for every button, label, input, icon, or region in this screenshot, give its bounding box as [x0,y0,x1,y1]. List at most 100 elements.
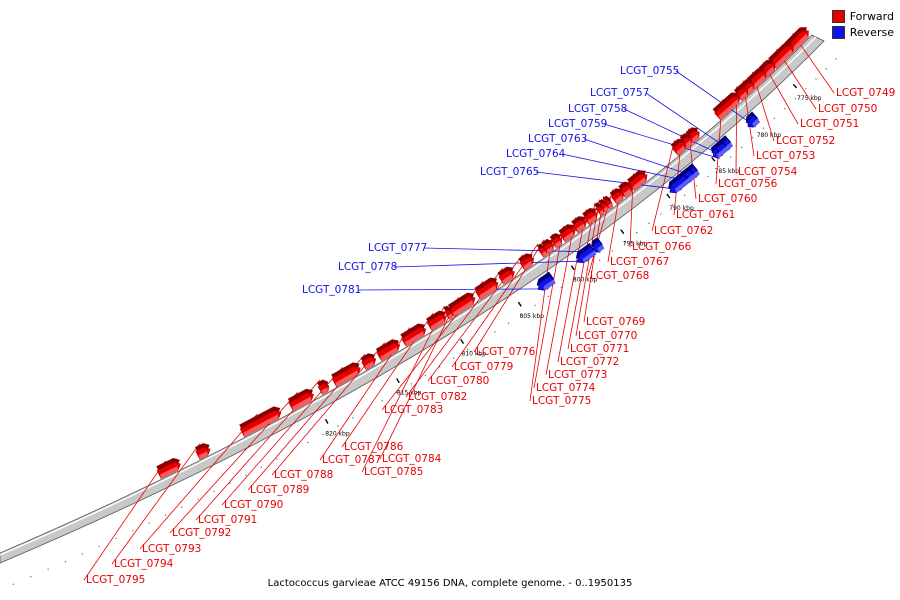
gene-label-lcgt_0759[interactable]: LCGT_0759 [548,118,607,130]
gene-feature-lcgt_0770[interactable] [598,199,609,213]
gene-feature-lcgt_0771[interactable] [594,202,605,217]
gene-label-lcgt_0780[interactable]: LCGT_0780 [430,375,489,387]
gene-feature-lcgt_0766[interactable] [627,170,648,191]
gene-label-lcgt_0785[interactable]: LCGT_0785 [364,466,423,478]
gene-feature-lcgt_0777[interactable] [592,237,605,253]
gene-feature-lcgt_0760[interactable] [685,127,700,144]
leader-line [645,92,730,151]
gene-label-lcgt_0776[interactable]: LCGT_0776 [476,346,536,358]
gene-label-lcgt_0757[interactable]: LCGT_0757 [590,87,649,99]
gene-label-lcgt_0766[interactable]: LCGT_0766 [632,241,692,253]
scale-dot [762,127,765,129]
gene-feature-lcgt_0765[interactable] [668,171,691,194]
gene-top-face [502,274,513,285]
gene-label-lcgt_0792[interactable]: LCGT_0792 [172,527,231,539]
gene-label-lcgt_0794[interactable]: LCGT_0794 [114,558,174,570]
gene-label-lcgt_0751[interactable]: LCGT_0751 [800,118,859,130]
gene-label-lcgt_0788[interactable]: LCGT_0788 [274,469,333,481]
gene-label-lcgt_0781[interactable]: LCGT_0781 [302,284,361,296]
gene-label-lcgt_0755[interactable]: LCGT_0755 [620,65,679,77]
gene-label-lcgt_0784[interactable]: LCGT_0784 [382,453,442,465]
gene-label-lcgt_0787[interactable]: LCGT_0787 [322,454,381,466]
gene-feature-lcgt_0790[interactable] [331,362,361,388]
gene-label-lcgt_0765[interactable]: LCGT_0765 [480,166,539,178]
gene-feature-lcgt_0784[interactable] [447,292,476,317]
gene-feature-lcgt_0775[interactable] [549,233,563,249]
legend: Forward Reverse [831,8,894,40]
gene-top-face [452,300,474,317]
gene-arrow [559,227,576,243]
gene-label-lcgt_0760[interactable]: LCGT_0760 [698,193,757,205]
gene-feature-lcgt_0769[interactable] [602,195,614,210]
gene-feature-lcgt_0788[interactable] [375,339,401,362]
gene-label-lcgt_0750[interactable]: LCGT_0750 [818,103,877,115]
gene-label-lcgt_0768[interactable]: LCGT_0768 [590,270,649,282]
gene-feature-lcgt_0793[interactable] [239,406,282,438]
gene-label-lcgt_0791[interactable]: LCGT_0791 [198,514,257,526]
gene-label-lcgt_0758[interactable]: LCGT_0758 [568,103,627,115]
gene-label-lcgt_0753[interactable]: LCGT_0753 [756,150,815,162]
leader-line [575,199,600,337]
gene-feature-lcgt_0756[interactable] [712,92,741,121]
gene-feature-lcgt_0787[interactable] [400,323,427,347]
gene-feature-lcgt_0780[interactable] [518,253,535,271]
gene-label-lcgt_0761[interactable]: LCGT_0761 [676,209,735,221]
gene-label-lcgt_0790[interactable]: LCGT_0790 [224,499,283,511]
gene-feature-lcgt_0785[interactable] [443,305,453,320]
gene-feature-lcgt_0774[interactable] [558,224,576,243]
gene-feature-lcgt_0778[interactable] [575,242,597,264]
gene-feature-lcgt_0755[interactable] [746,111,761,128]
gene-feature-lcgt_0792[interactable] [287,388,315,412]
gene-label-lcgt_0786[interactable]: LCGT_0786 [344,441,404,453]
gene-top-face [693,170,700,178]
gene-label-lcgt_0779[interactable]: LCGT_0779 [454,361,513,373]
gene-feature-lcgt_0781[interactable] [536,271,556,291]
gene-label-lcgt_0763[interactable]: LCGT_0763 [528,133,587,145]
gene-feature-lcgt_0773[interactable] [571,216,587,234]
gene-label-lcgt_0789[interactable]: LCGT_0789 [250,484,309,496]
gene-feature-lcgt_0750[interactable] [768,42,794,70]
legend-reverse-label: Reverse [849,25,894,39]
leader-line [623,108,724,156]
gene-feature-lcgt_0776[interactable] [541,239,554,255]
gene-label-lcgt_0771[interactable]: LCGT_0771 [570,343,629,355]
scale-tick [396,378,400,384]
gene-label-lcgt_0769[interactable]: LCGT_0769 [586,316,645,328]
gene-label-lcgt_0754[interactable]: LCGT_0754 [738,166,798,178]
gene-label-lcgt_0775[interactable]: LCGT_0775 [532,395,591,407]
scale-dot [12,583,14,585]
gene-feature-lcgt_0759[interactable] [710,145,722,159]
gene-label-lcgt_0767[interactable]: LCGT_0767 [610,256,669,268]
gene-feature-lcgt_0772[interactable] [582,208,598,226]
gene-label-lcgt_0778[interactable]: LCGT_0778 [338,261,397,273]
gene-label-lcgt_0762[interactable]: LCGT_0762 [654,225,713,237]
gene-feature-lcgt_0786[interactable] [426,310,447,331]
gene-feature-lcgt_0795[interactable] [156,458,181,479]
gene-label-lcgt_0782[interactable]: LCGT_0782 [408,391,467,403]
gene-label-lcgt_0770[interactable]: LCGT_0770 [578,330,637,342]
gene-feature-lcgt_0767[interactable] [618,181,633,198]
gene-feature-lcgt_0794[interactable] [195,443,211,460]
scale-dot [494,331,496,333]
gene-feature-lcgt_0762[interactable] [670,138,687,156]
gene-label-lcgt_0793[interactable]: LCGT_0793 [142,543,201,555]
gene-feature-lcgt_0789[interactable] [360,353,377,371]
gene-feature-lcgt_0779[interactable] [537,243,547,258]
gene-feature-lcgt_0783[interactable] [474,277,499,300]
scale-dot [213,490,215,492]
gene-label-lcgt_0777[interactable]: LCGT_0777 [368,242,427,254]
gene-label-lcgt_0756[interactable]: LCGT_0756 [718,178,778,190]
gene-feature-lcgt_0791[interactable] [317,379,330,395]
gene-label-lcgt_0783[interactable]: LCGT_0783 [384,404,443,416]
gene-feature-lcgt_0754[interactable] [733,84,748,101]
gene-feature-lcgt_0768[interactable] [609,188,624,205]
gene-label-lcgt_0795[interactable]: LCGT_0795 [86,574,145,586]
gene-label-lcgt_0752[interactable]: LCGT_0752 [776,135,835,147]
gene-label-lcgt_0773[interactable]: LCGT_0773 [548,369,607,381]
gene-label-lcgt_0772[interactable]: LCGT_0772 [560,356,619,368]
gene-label-lcgt_0749[interactable]: LCGT_0749 [836,87,895,99]
scale-dot [47,568,49,570]
gene-label-lcgt_0764[interactable]: LCGT_0764 [506,148,566,160]
gene-feature-lcgt_0782[interactable] [497,266,515,285]
gene-label-lcgt_0774[interactable]: LCGT_0774 [536,382,596,394]
